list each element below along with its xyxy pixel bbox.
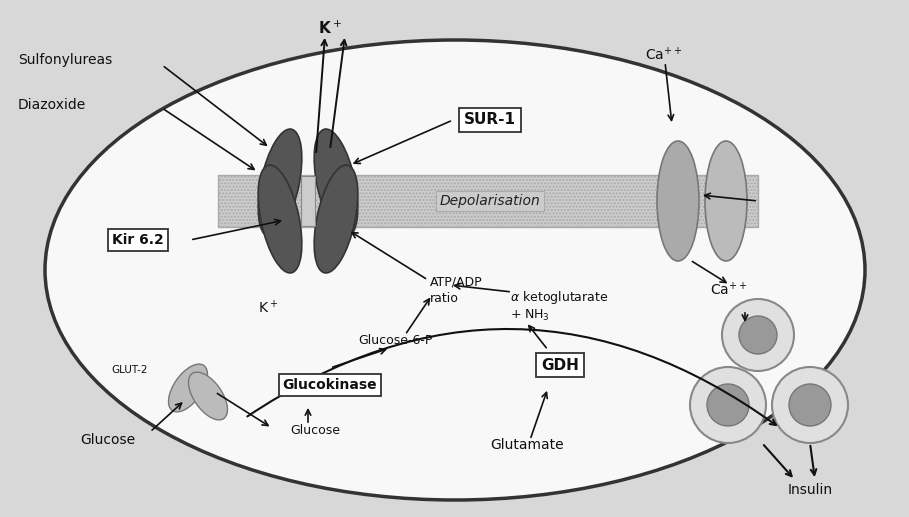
Text: Ca$^{++}$: Ca$^{++}$ — [645, 47, 683, 64]
Circle shape — [739, 316, 777, 354]
Text: Kir 6.2: Kir 6.2 — [112, 233, 164, 247]
Circle shape — [690, 367, 766, 443]
Ellipse shape — [705, 141, 747, 261]
Text: Diazoxide: Diazoxide — [18, 98, 86, 112]
Text: Glucokinase: Glucokinase — [283, 378, 377, 392]
Text: K$^+$: K$^+$ — [258, 299, 278, 316]
Text: Glucose-6-P: Glucose-6-P — [358, 333, 433, 346]
Ellipse shape — [258, 129, 302, 237]
Text: Sulfonylureas: Sulfonylureas — [18, 53, 112, 67]
Ellipse shape — [45, 40, 865, 500]
Ellipse shape — [315, 129, 358, 237]
Ellipse shape — [188, 372, 227, 420]
Text: Insulin: Insulin — [787, 483, 833, 497]
FancyBboxPatch shape — [218, 175, 758, 227]
Text: Glucose: Glucose — [290, 423, 340, 436]
Text: Ca$^{++}$: Ca$^{++}$ — [710, 281, 747, 299]
Ellipse shape — [657, 141, 699, 261]
Text: GLUT-2: GLUT-2 — [112, 365, 148, 375]
Ellipse shape — [315, 165, 358, 273]
Text: Depolarisation: Depolarisation — [440, 194, 540, 208]
Ellipse shape — [258, 165, 302, 273]
Text: $\alpha$ ketoglutarate: $\alpha$ ketoglutarate — [510, 290, 608, 307]
Text: + NH$_3$: + NH$_3$ — [510, 308, 550, 323]
Circle shape — [772, 367, 848, 443]
FancyBboxPatch shape — [301, 176, 315, 226]
Text: ATP/ADP: ATP/ADP — [430, 276, 483, 288]
Text: SUR-1: SUR-1 — [464, 113, 516, 128]
Text: K$^+$: K$^+$ — [318, 19, 342, 37]
Text: Glutamate: Glutamate — [490, 438, 564, 452]
Text: Glucose: Glucose — [80, 433, 135, 447]
Text: ratio: ratio — [430, 292, 459, 305]
Text: GDH: GDH — [541, 357, 579, 373]
Circle shape — [707, 384, 749, 426]
Circle shape — [789, 384, 831, 426]
Ellipse shape — [168, 364, 207, 412]
Circle shape — [722, 299, 794, 371]
